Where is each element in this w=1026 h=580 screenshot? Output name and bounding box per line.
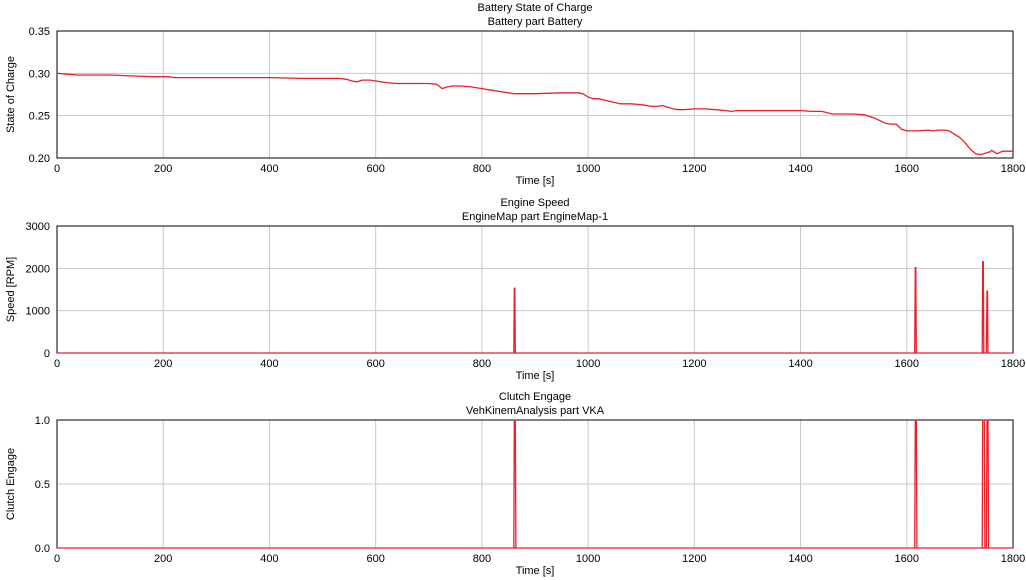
x-tick-label: 1800 xyxy=(1001,553,1025,565)
x-tick-label: 0 xyxy=(54,163,60,175)
x-axis-label: Time [s] xyxy=(516,175,555,187)
x-tick-label: 0 xyxy=(54,358,60,370)
y-tick-label: 0.30 xyxy=(29,68,50,80)
x-tick-label: 600 xyxy=(366,163,384,175)
chart-title: Clutch Engage xyxy=(499,391,571,403)
x-tick-label: 600 xyxy=(366,553,384,565)
x-tick-label: 800 xyxy=(473,163,491,175)
x-tick-label: 400 xyxy=(260,163,278,175)
y-tick-label: 1000 xyxy=(26,306,50,318)
x-tick-label: 1200 xyxy=(682,163,706,175)
x-tick-label: 800 xyxy=(473,553,491,565)
x-tick-label: 1600 xyxy=(895,358,919,370)
x-tick-label: 200 xyxy=(154,358,172,370)
x-tick-label: 1200 xyxy=(682,358,706,370)
y-tick-label: 0.5 xyxy=(35,479,50,491)
chart-panel-1: Battery State of Charge Battery part Batt… xyxy=(5,2,1025,187)
y-tick-label: 0 xyxy=(44,348,50,360)
y-tick-label: 2000 xyxy=(26,263,50,275)
x-tick-label: 1800 xyxy=(1001,358,1025,370)
series-line xyxy=(56,72,1013,156)
y-axis-label: Speed [RPM] xyxy=(5,257,17,322)
x-axis-label: Time [s] xyxy=(516,370,555,382)
x-tick-label: 1400 xyxy=(788,553,812,565)
y-tick-label: 1.0 xyxy=(35,415,50,427)
x-tick-label: 1400 xyxy=(788,358,812,370)
chart-panel-2: Engine Speed EngineMap part EngineMap-1 0 2… xyxy=(5,197,1025,382)
x-tick-label: 800 xyxy=(473,358,491,370)
x-tick-label: 1000 xyxy=(576,163,600,175)
x-tick-label: 200 xyxy=(154,553,172,565)
chart-panel-3: Clutch Engage VehKinemAnalysis part VKA 0 2… xyxy=(5,391,1025,577)
y-axis-label: Clutch Engage xyxy=(5,448,17,520)
plot-frame xyxy=(56,225,1014,354)
y-axis-label: State of Charge xyxy=(5,56,17,133)
x-tick-label: 1400 xyxy=(788,163,812,175)
series-line xyxy=(57,260,1013,354)
x-tick-label: 1000 xyxy=(576,358,600,370)
plot-frame xyxy=(56,30,1014,159)
x-tick-label: 1600 xyxy=(895,163,919,175)
chart-subtitle: VehKinemAnalysis part VKA xyxy=(466,405,605,417)
x-tick-label: 1200 xyxy=(682,553,706,565)
x-tick-label: 1000 xyxy=(576,553,600,565)
x-axis-label: Time [s] xyxy=(516,565,555,577)
chart-subtitle: EngineMap part EngineMap-1 xyxy=(462,211,608,223)
x-tick-label: 200 xyxy=(154,163,172,175)
y-tick-label: 0.20 xyxy=(29,153,50,165)
chart-title: Engine Speed xyxy=(500,197,569,209)
x-tick-label: 600 xyxy=(366,358,384,370)
chart-subtitle: Battery part Battery xyxy=(488,16,583,28)
x-tick-label: 1600 xyxy=(895,553,919,565)
y-tick-label: 0.0 xyxy=(35,543,50,555)
y-tick-label: 0.35 xyxy=(29,26,50,38)
series-line xyxy=(57,419,1013,549)
y-tick-label: 0.25 xyxy=(29,111,50,123)
x-tick-label: 400 xyxy=(260,358,278,370)
chart-title: Battery State of Charge xyxy=(478,2,593,14)
x-tick-label: 0 xyxy=(54,553,60,565)
x-tick-label: 400 xyxy=(260,553,278,565)
y-tick-label: 3000 xyxy=(26,221,50,233)
x-tick-label: 1800 xyxy=(1001,163,1025,175)
